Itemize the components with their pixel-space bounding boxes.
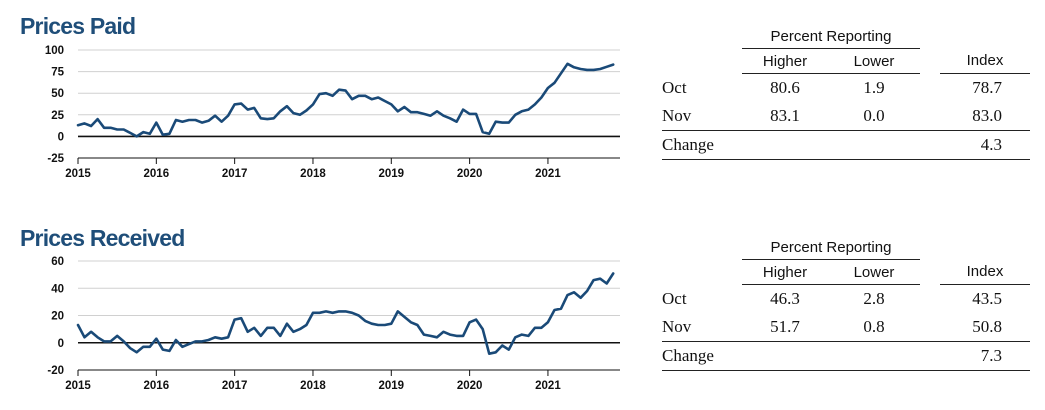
change-value: 7.3	[940, 341, 1030, 371]
prices-paid-panel: Prices Paid -25 0 25 50 75 100 2015 2016 2017 201…	[0, 0, 1045, 200]
higher-value: 46.3	[770, 289, 800, 308]
lower-header: Lower	[828, 259, 920, 285]
series-line	[76, 62, 615, 138]
index-value: 50.8	[972, 317, 1002, 336]
prices-paid-title: Prices Paid	[20, 13, 136, 39]
index-header: Index	[940, 48, 1030, 74]
x-tick-label: 2018	[300, 380, 326, 392]
series-line	[76, 272, 615, 355]
x-tick-label: 2019	[378, 380, 404, 392]
prices-paid-chart: -25 0 25 50 75 100 2015 2016 2017 2018 2019 2020 202…	[45, 45, 620, 180]
row-label: Oct	[662, 288, 687, 308]
x-tick-label: 2020	[457, 168, 483, 180]
y-tick-label: 25	[51, 110, 64, 122]
prices-paid-table: Percent Reporting Higher Lower Index Oct…	[662, 24, 1030, 160]
table-row: Nov 83.1 0.0 83.0	[662, 102, 1030, 131]
y-tick-label: 40	[51, 283, 64, 295]
y-tick-label: 50	[51, 88, 64, 100]
lower-value: 0.0	[863, 106, 885, 125]
x-tick-label: 2015	[65, 380, 91, 392]
change-value: 4.3	[940, 130, 1030, 160]
higher-header: Higher	[742, 48, 828, 74]
y-tick-label: 0	[58, 131, 64, 143]
lower-value: 2.8	[863, 289, 885, 308]
table-row: Nov 51.7 0.8 50.8	[662, 313, 1030, 342]
x-tick-label: 2017	[222, 380, 248, 392]
y-tick-label: 75	[51, 67, 64, 79]
index-value: 78.7	[972, 78, 1002, 97]
higher-value: 83.1	[770, 106, 800, 125]
x-tick-label: 2018	[300, 168, 326, 180]
higher-value: 80.6	[770, 78, 800, 97]
y-tick-label: -20	[47, 365, 64, 377]
row-label: Oct	[662, 77, 687, 97]
prices-received-chart: -20 0 20 40 60 2015 2016 2017 2018 2019 2020 2021	[47, 256, 620, 392]
y-tick-label: 20	[51, 311, 64, 323]
x-tick-label: 2017	[222, 168, 248, 180]
row-label: Nov	[662, 106, 692, 125]
y-tick-label: -25	[47, 153, 64, 165]
x-tick-label: 2021	[535, 168, 561, 180]
prices-received-title: Prices Received	[20, 225, 185, 251]
x-tick-label: 2021	[535, 380, 561, 392]
change-row: Change 7.3	[662, 341, 1030, 371]
lower-value: 0.8	[863, 317, 885, 336]
lower-value: 1.9	[863, 78, 885, 97]
percent-reporting-header: Percent Reporting	[742, 235, 920, 260]
change-label: Change	[662, 130, 742, 160]
x-tick-label: 2019	[378, 168, 404, 180]
y-tick-label: 0	[58, 338, 64, 350]
change-label: Change	[662, 341, 742, 371]
prices-received-panel: Prices Received -20 0 20 40 60 2015 2016 2017 20…	[0, 210, 1045, 410]
index-value: 43.5	[972, 289, 1002, 308]
percent-reporting-header: Percent Reporting	[742, 24, 920, 49]
higher-value: 51.7	[770, 317, 800, 336]
higher-header: Higher	[742, 259, 828, 285]
y-tick-label: 100	[45, 45, 64, 57]
table-row: Oct 46.3 2.8 43.5	[662, 285, 1030, 314]
x-tick-label: 2020	[457, 380, 483, 392]
table-row: Oct 80.6 1.9 78.7	[662, 74, 1030, 103]
change-row: Change 4.3	[662, 130, 1030, 160]
y-tick-label: 60	[51, 256, 64, 268]
x-tick-label: 2016	[144, 380, 170, 392]
row-label: Nov	[662, 317, 692, 336]
index-header: Index	[940, 259, 1030, 285]
x-tick-label: 2016	[144, 168, 170, 180]
index-value: 83.0	[972, 106, 1002, 125]
prices-received-table: Percent Reporting Higher Lower Index Oct…	[662, 235, 1030, 371]
x-tick-label: 2015	[65, 168, 91, 180]
lower-header: Lower	[828, 48, 920, 74]
